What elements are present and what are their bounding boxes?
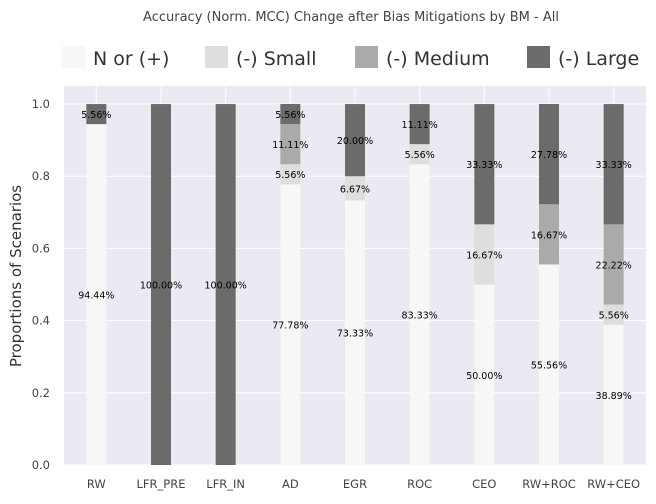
bar-segment <box>603 304 624 325</box>
bar-value-label: 5.56% <box>275 170 305 181</box>
x-tick-label: LFR_IN <box>206 477 245 491</box>
bar-segment <box>345 104 365 177</box>
y-tick-label: 0.8 <box>32 169 50 183</box>
legend-swatch <box>62 46 85 68</box>
bar-value-label: 5.56% <box>599 311 629 322</box>
segment-labels: 94.44% 77.78% 73.33% 83.33% 50.00% 55.56% 38.8… <box>78 110 632 402</box>
bar-segment <box>280 184 301 466</box>
y-tick-label: 0.2 <box>32 386 50 400</box>
bar-value-label: 100.00% <box>205 281 247 292</box>
y-tick-label: 1.0 <box>32 97 50 111</box>
bar-value-label: 11.11% <box>272 140 308 151</box>
y-tick-label: 0.4 <box>32 314 50 328</box>
bar-segment <box>280 164 301 185</box>
x-tick-label: LFR_PRE <box>137 477 186 491</box>
legend: N or (+) (-) Small (-) Medium (-) Large <box>62 46 639 70</box>
bar-segment <box>474 284 495 465</box>
bar-value-label: 33.33% <box>596 160 632 171</box>
legend-label: (-) Large <box>558 48 639 70</box>
bar-segment <box>603 224 624 305</box>
bar-segment <box>539 264 559 465</box>
y-tick-labels: 0.0 0.2 0.4 0.6 0.8 1.0 <box>32 97 50 472</box>
bar-segment <box>603 104 624 225</box>
legend-swatch <box>527 46 550 68</box>
y-tick-label: 0.6 <box>32 241 50 255</box>
y-axis-label: Proportions of Scenarios <box>7 185 25 367</box>
bar-segment <box>409 144 430 165</box>
bar-segment <box>345 200 365 466</box>
legend-swatch <box>355 46 378 68</box>
bar-segment <box>409 104 430 145</box>
chart-title: Accuracy (Norm. MCC) Change after Bias M… <box>143 10 559 25</box>
x-tick-label: RW+ROC <box>522 477 576 491</box>
bar-segment <box>345 176 365 201</box>
bar-value-label: 77.78% <box>272 321 308 332</box>
bar-value-label: 5.56% <box>405 150 435 161</box>
x-tick-labels: RW LFR_PRE LFR_IN AD EGR ROC CEO RW+ROC RW+CEO <box>87 477 640 491</box>
x-tick-label: CEO <box>472 477 496 491</box>
x-tick-label: AD <box>282 477 299 491</box>
bar-value-label: 83.33% <box>402 311 438 322</box>
bar-segment <box>539 104 559 205</box>
bar-value-label: 5.56% <box>81 110 111 121</box>
x-tick-label: ROC <box>407 477 432 491</box>
bar-value-label: 100.00% <box>140 281 182 292</box>
bar-value-label: 50.00% <box>466 371 502 382</box>
bar-segment <box>539 204 559 265</box>
bar-value-label: 20.00% <box>337 136 373 147</box>
bar-segment <box>474 224 495 285</box>
bars <box>86 104 624 466</box>
bar-value-label: 6.67% <box>340 184 370 195</box>
legend-label: (-) Small <box>236 48 317 70</box>
bar-segment <box>151 104 171 466</box>
bar-value-label: 94.44% <box>78 291 114 302</box>
bar-value-label: 5.56% <box>275 110 305 121</box>
bar-segment <box>280 124 301 165</box>
bar-segment <box>474 104 495 225</box>
x-tick-label: EGR <box>343 477 367 491</box>
legend-label: (-) Medium <box>386 48 490 70</box>
x-tick-label: RW <box>87 477 106 491</box>
bar-value-label: 38.89% <box>596 391 632 402</box>
bar-value-label: 22.22% <box>596 260 632 271</box>
bar-segment <box>86 104 107 125</box>
bar-segment <box>409 164 430 465</box>
bar-value-label: 16.67% <box>466 250 502 261</box>
bar-value-label: 55.56% <box>531 361 567 372</box>
bar-segment <box>86 124 107 465</box>
bar-value-label: 33.33% <box>466 160 502 171</box>
legend-swatch <box>205 46 228 68</box>
bar-value-label: 27.78% <box>531 150 567 161</box>
bar-value-label: 11.11% <box>402 120 438 131</box>
bar-segment <box>603 324 624 465</box>
x-tick-label: RW+CEO <box>587 477 640 491</box>
y-tick-label: 0.0 <box>32 458 50 472</box>
bar-segment <box>215 104 236 466</box>
legend-label: N or (+) <box>93 48 169 70</box>
bar-value-label: 16.67% <box>531 230 567 241</box>
bar-value-label: 73.33% <box>337 329 373 340</box>
bar-segment <box>280 104 301 125</box>
